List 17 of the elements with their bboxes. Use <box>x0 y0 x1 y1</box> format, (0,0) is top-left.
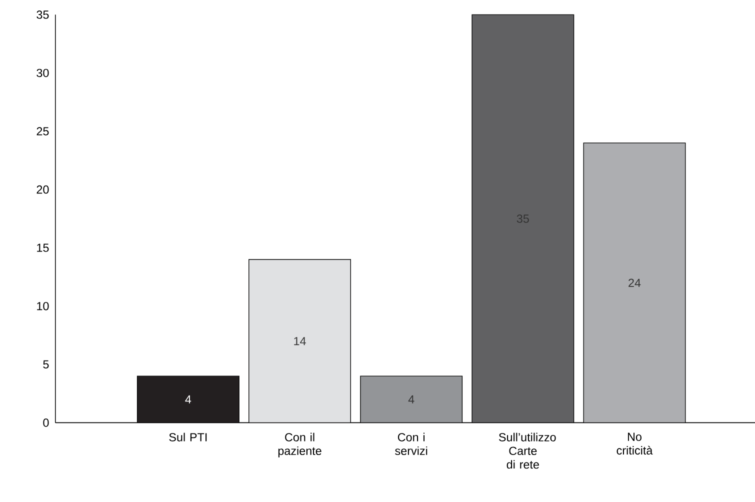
y-tick-label: 30 <box>36 68 49 78</box>
data-label: 4 <box>408 395 414 404</box>
x-tick-label: Sull’utilizzo Carte di rete <box>498 432 556 469</box>
y-tick-label: 10 <box>37 302 49 310</box>
data-label: 4 <box>185 395 192 404</box>
y-tick-label: 20 <box>36 185 49 194</box>
data-label: 24 <box>628 278 641 287</box>
y-tick-label: 0 <box>43 418 49 427</box>
x-tick-label: Con i servizi <box>395 432 428 456</box>
data-label: 14 <box>294 337 306 346</box>
y-tick-label: 15 <box>37 244 49 252</box>
x-tick-label: Con il paziente <box>278 432 322 458</box>
y-tick-label: 5 <box>43 360 49 368</box>
x-tick-label: No criticità <box>616 432 653 455</box>
y-tick-label: 25 <box>36 127 49 136</box>
y-tick-label: 35 <box>36 10 49 19</box>
x-tick-label: Sul PTI <box>169 432 207 442</box>
